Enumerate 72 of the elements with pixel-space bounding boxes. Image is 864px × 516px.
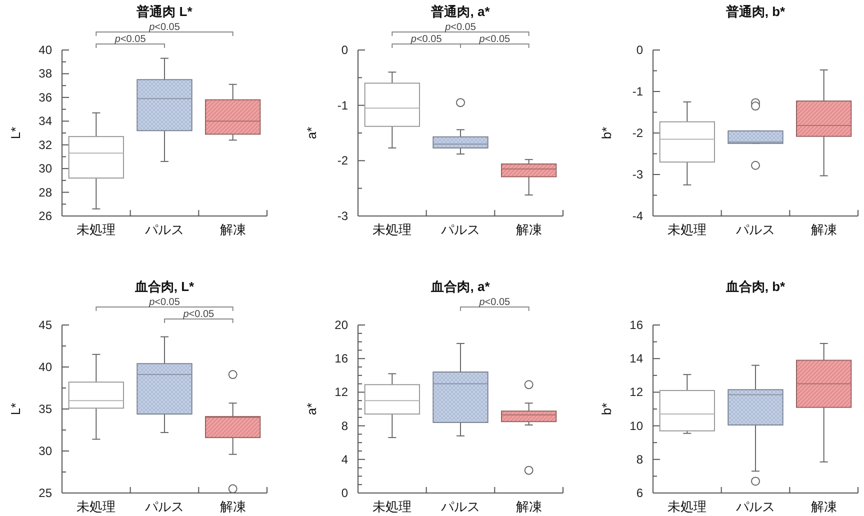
x-tick-label: 解凍 [810,222,837,237]
y-tick-label: 25 [38,486,52,500]
y-tick-label: 38 [38,66,52,81]
y-tick-label: 6 [636,486,644,500]
x-tick-label: 解凍 [516,499,542,514]
y-tick-label: 35 [38,402,52,416]
x-tick-label: パルス [144,222,184,237]
x-tick-label: 解凍 [220,222,246,237]
y-tick-label: -2 [632,126,644,140]
x-tick-label: 未処理 [76,499,116,514]
text: p<0.05 [410,34,442,45]
y-tick-label: 0 [636,43,644,57]
x-tick-label: パルス [735,499,775,514]
x-tick-label: 解凍 [220,499,246,514]
x-tick-label: 解凍 [516,222,542,237]
chart-title: 血合肉, a* [430,279,491,294]
x-tick-label: パルス [735,222,775,237]
y-tick-label: 12 [630,385,644,400]
text: p<0.05 [182,309,215,320]
chart-title: 普通肉, a* [430,4,491,19]
x-tick-label: パルス [440,222,480,237]
x-tick-label: 未処理 [76,222,116,237]
y-tick-label: 26 [38,209,52,223]
text: p<0.05 [444,22,476,33]
y-tick-label: 12 [334,385,348,400]
x-tick-label: 未処理 [668,499,707,514]
y-tick-label: 28 [38,185,52,200]
y-axis-title: a* [304,402,319,416]
x-tick-label: 未処理 [372,222,412,237]
y-axis-title: L* [8,126,23,140]
y-tick-label: 45 [38,318,52,332]
chart-title: 普通肉, b* [724,4,786,19]
y-tick-label: 10 [630,418,644,433]
y-tick-label: 32 [38,138,52,152]
y-tick-label: -1 [337,98,348,112]
y-tick-label: 40 [38,360,52,374]
chart-title: 血合肉, L* [134,279,196,294]
text: p<0.05 [478,297,511,308]
x-tick-label: パルス [440,499,480,514]
text: p<0.05 [114,34,146,45]
y-tick-label: 8 [341,418,348,433]
x-tick-label: 未処理 [372,499,412,514]
y-tick-label: 0 [341,486,348,500]
text: p<0.05 [148,297,180,308]
x-tick-label: 未処理 [668,222,707,237]
y-tick-label: -2 [337,154,348,168]
y-tick-label: 20 [334,318,348,332]
y-axis-title: L* [8,402,23,416]
chart-title: 血合肉, b* [724,279,786,294]
y-tick-label: 36 [38,90,52,104]
y-tick-label: 40 [38,43,52,57]
y-tick-label: 8 [636,452,644,466]
y-tick-label: -4 [632,209,644,223]
y-axis-title: a* [304,126,319,140]
y-tick-label: -3 [337,209,348,223]
y-tick-label: -3 [632,168,644,182]
x-tick-label: 解凍 [810,499,837,514]
y-tick-label: 4 [341,452,348,466]
y-axis-title: b* [599,126,614,140]
chart-title: 普通肉 L* [136,4,194,19]
text: p<0.05 [478,34,511,45]
y-tick-label: 16 [334,352,348,366]
text: p<0.05 [148,22,180,33]
y-tick-label: -1 [632,84,644,98]
y-tick-label: 30 [38,444,52,458]
y-axis-title: b* [599,402,614,416]
y-tick-label: 0 [341,43,348,57]
y-tick-label: 14 [630,352,644,366]
x-tick-label: パルス [144,499,184,514]
y-tick-label: 34 [38,114,52,128]
y-tick-label: 30 [38,162,52,176]
y-tick-label: 16 [630,318,644,332]
